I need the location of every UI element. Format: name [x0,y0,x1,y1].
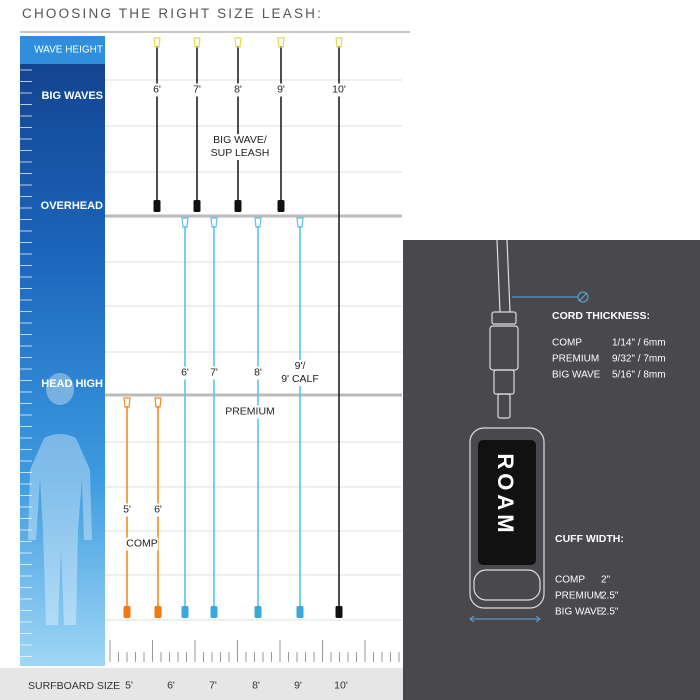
spec-value: 9/32" / 7mm [612,353,666,365]
leash-swivel [154,397,162,408]
leash-size: 6' [154,503,162,517]
cuff-label [478,440,536,565]
surfboard-size: 5' [125,679,133,692]
leash-cuff [193,200,201,212]
leash-swivel [123,397,131,408]
leash-size: 7' [193,83,201,97]
spec-label: COMP [552,337,582,349]
leash-cuff [153,200,161,212]
group-label: PREMIUM [225,405,275,419]
leash-cuff [234,200,242,212]
leash-swivel [296,217,304,228]
leash-swivel [234,37,242,48]
leash-size: 6' [153,83,161,97]
wave-level: HEAD HIGH [41,378,103,390]
leash-cuff [335,606,343,618]
surfboard-label: SURFBOARD SIZE [28,680,121,692]
wave-header-band [20,36,105,64]
spec-label: BIG WAVE [555,606,604,618]
title: CHOOSING THE RIGHT SIZE LEASH: [22,6,324,21]
group-label: COMP [126,537,158,551]
leash-cuff [210,606,218,618]
leash-swivel [277,37,285,48]
spec-value: 5/16" / 8mm [612,369,666,381]
spec-title: CUFF WIDTH: [555,533,624,545]
spec-value: 2.5" [601,590,619,602]
group-label: BIG WAVE/ SUP LEASH [210,134,270,160]
leash-swivel [181,217,189,228]
leash-swivel [193,37,201,48]
spec-value: 1/14" / 6mm [612,337,666,349]
leash-cuff [277,200,285,212]
surfboard-size: 9' [294,679,302,692]
leash-size: 8' [234,83,242,97]
leash-size: 10' [332,83,346,97]
spec-value: 2.5" [601,606,619,618]
wave-level: OVERHEAD [40,200,103,212]
leash-swivel [153,37,161,48]
spec-value: 2" [601,574,611,586]
leash-cuff [123,606,131,618]
wave-level: BIG WAVES [41,90,103,102]
product-panel [403,240,700,700]
leash-size: 9'/ 9' CALF [281,360,319,386]
leash-cuff [296,606,304,618]
surfboard-size: 8' [252,679,260,692]
leash-size: 8' [254,366,262,380]
spec-label: BIG WAVE [552,369,601,381]
product-drawing [469,239,545,609]
leash-size: 5' [123,503,131,517]
leash-swivel [335,37,343,48]
leash-cuff [254,606,262,618]
person-silhouette [28,373,92,625]
brand-logo: ROAM [493,453,518,537]
leash-size: 6' [181,366,189,380]
leash-swivel [210,217,218,228]
leash-swivel [254,217,262,228]
wave-bar [20,36,105,666]
spec-label: PREMIUM [552,353,600,365]
leash-size: 7' [210,366,218,380]
spec-title: CORD THICKNESS: [552,310,651,322]
surfboard-size: 10' [334,679,348,692]
leash-cuff [181,606,189,618]
surfboard-band [0,668,403,700]
surfboard-size: 6' [167,679,175,692]
spec-label: PREMIUM [555,590,603,602]
leash-size: 9' [277,83,285,97]
wave-header: WAVE HEIGHT [34,44,103,56]
spec-label: COMP [555,574,585,586]
leash-cuff [154,606,162,618]
callouts [469,291,589,623]
surfboard-size: 7' [209,679,217,692]
